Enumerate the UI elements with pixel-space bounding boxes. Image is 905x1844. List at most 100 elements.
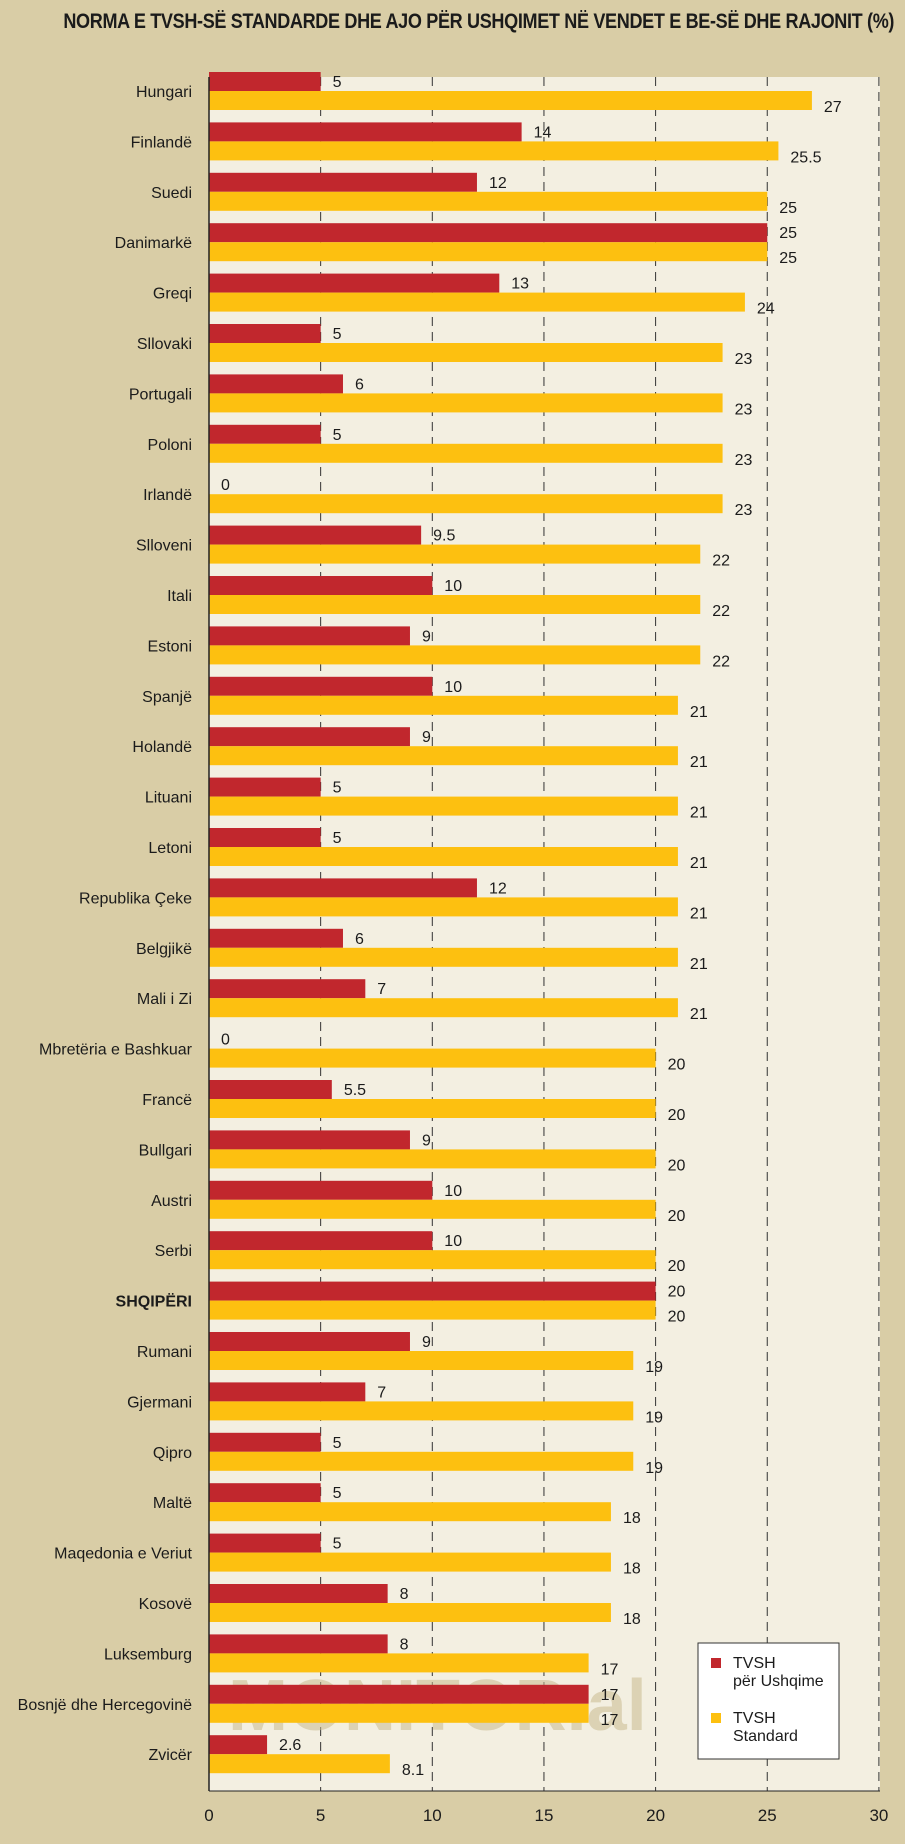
bar-standard-vat (209, 645, 701, 665)
category-label: Kosovë (139, 1596, 192, 1613)
category-label: Itali (167, 588, 192, 605)
value-label-food: 7 (377, 1384, 386, 1401)
bar-standard-vat (209, 897, 678, 917)
value-label-food: 10 (444, 1233, 462, 1250)
bar-standard-vat (209, 1703, 589, 1723)
category-label: Suedi (151, 185, 192, 202)
legend-label: TVSH (733, 1655, 776, 1672)
bar-food-vat (209, 1382, 366, 1402)
bar-standard-vat (209, 847, 678, 866)
value-label-food: 9.5 (433, 528, 455, 545)
value-label-standard: 19 (645, 1460, 663, 1477)
value-label-food: 9 (422, 1334, 431, 1351)
bar-standard-vat (209, 443, 723, 463)
bar-food-vat (209, 1432, 321, 1452)
legend-label: TVSH (733, 1710, 776, 1727)
bar-food-vat (209, 1634, 388, 1654)
bar-food-vat (209, 1483, 321, 1503)
bar-standard-vat (209, 1250, 656, 1270)
bar-standard-vat (209, 1300, 656, 1320)
value-label-standard: 22 (712, 603, 730, 620)
value-label-standard: 25 (779, 250, 797, 267)
category-label: Mali i Zi (137, 991, 192, 1008)
value-label-food: 0 (221, 1032, 230, 1049)
value-label-food: 17 (601, 1687, 619, 1704)
bar-standard-vat (209, 1603, 611, 1622)
value-label-food: 5.5 (344, 1082, 366, 1099)
x-tick-label: 5 (316, 1806, 325, 1825)
legend-box (697, 1642, 840, 1760)
bar-standard-vat (209, 1351, 634, 1370)
bar-standard-vat (209, 1502, 611, 1522)
category-labels: Hungari Finlandë Suedi Danimarkë Greqi Sllova… (18, 84, 193, 1764)
value-label-food: 5 (333, 326, 342, 343)
x-axis: 0 5 10 15 20 25 30 (204, 77, 888, 1825)
value-label-food: 9 (422, 1132, 431, 1149)
value-label-standard: 18 (623, 1611, 641, 1628)
value-label-food: 13 (511, 276, 529, 293)
legend-swatch (711, 1658, 721, 1668)
category-label: SHQIPËRI (116, 1293, 192, 1311)
value-label-food: 5 (333, 427, 342, 444)
bar-food-vat (209, 1080, 332, 1099)
bar-standard-vat (209, 947, 678, 967)
bar-standard-vat (209, 1048, 656, 1068)
value-label-food: 0 (221, 477, 230, 494)
bar-standard-vat (209, 1199, 656, 1219)
category-label: Lituani (145, 790, 192, 807)
bar-food-vat (209, 1281, 656, 1301)
category-label: Portugali (129, 386, 192, 403)
value-label-standard: 18 (623, 1561, 641, 1578)
bar-standard-vat (209, 695, 678, 715)
bar-food-vat (209, 979, 366, 999)
value-label-food: 2.6 (279, 1737, 301, 1754)
value-label-standard: 20 (668, 1309, 686, 1326)
category-label: Mbretëria e Bashkuar (39, 1042, 193, 1059)
value-label-standard: 25 (779, 200, 797, 217)
bar-food-vat (209, 576, 433, 595)
value-label-food: 7 (377, 981, 386, 998)
bar-food-vat (209, 172, 477, 192)
x-tick-label: 0 (204, 1806, 213, 1825)
value-label-food: 10 (444, 1183, 462, 1200)
legend-swatch (711, 1713, 721, 1723)
bar-food-vat (209, 676, 433, 696)
value-label-standard: 17 (601, 1712, 619, 1729)
bar-standard-vat (209, 141, 779, 161)
value-label-standard: 23 (735, 401, 753, 418)
bar-standard-vat (209, 393, 723, 413)
category-label: Finlandë (131, 134, 192, 151)
category-label: Bosnjë dhe Hercegovinë (18, 1697, 192, 1714)
value-label-food: 14 (534, 124, 552, 141)
bar-food-vat (209, 1130, 410, 1150)
value-label-food: 9 (422, 628, 431, 645)
legend-label: për Ushqime (733, 1673, 824, 1690)
bar-standard-vat (209, 544, 701, 564)
x-tick-label: 20 (646, 1806, 665, 1825)
category-label: Poloni (148, 437, 192, 454)
category-label: Zvicër (148, 1747, 192, 1764)
category-label: Qipro (153, 1445, 192, 1462)
bar-food-vat (209, 878, 477, 898)
value-label-standard: 21 (690, 905, 708, 922)
bar-food-vat (209, 273, 500, 293)
value-label-food: 6 (355, 931, 364, 948)
bar-food-vat (209, 1735, 268, 1755)
value-label-standard: 22 (712, 553, 730, 570)
value-label-standard: 23 (735, 502, 753, 519)
bar-food-vat (209, 727, 410, 747)
category-label: Greqi (153, 286, 192, 303)
bar-food-vat (209, 626, 410, 646)
value-labels: 5 27 14 25.5 12 25 25 25 13 24 5 23 6 23 5 23 0 23 9.5 22 10… (221, 74, 842, 1779)
bar-food-vat (209, 525, 422, 545)
x-tick-label: 30 (869, 1806, 888, 1825)
bar-food-vat (209, 72, 321, 91)
value-label-standard: 27 (824, 99, 842, 116)
value-label-standard: 21 (690, 805, 708, 822)
bar-standard-vat (209, 1149, 656, 1169)
bar-standard-vat (209, 242, 768, 262)
bar-food-vat (209, 1180, 433, 1200)
category-label: Francë (142, 1092, 192, 1109)
x-tick-label: 10 (423, 1806, 442, 1825)
